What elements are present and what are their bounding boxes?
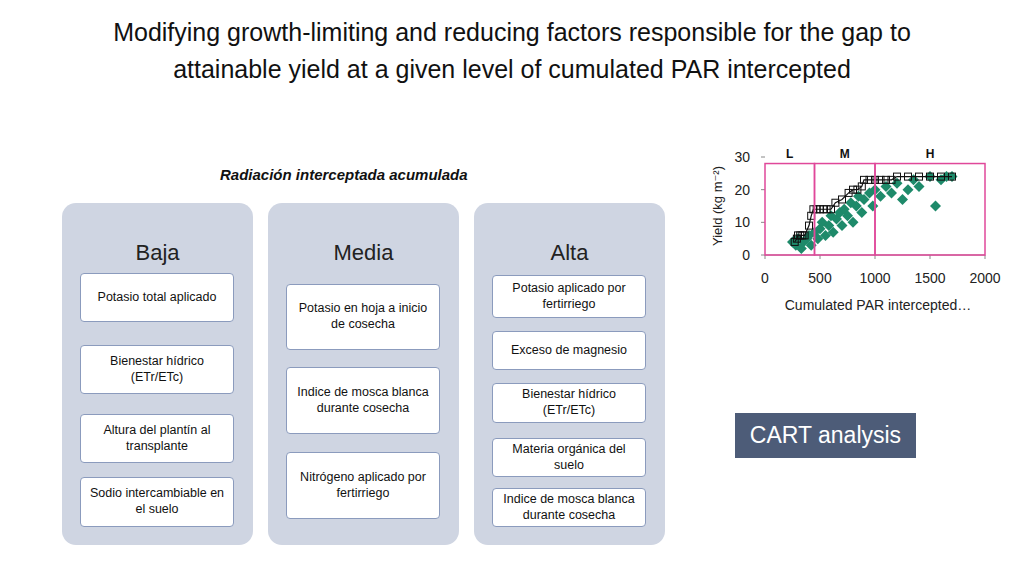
point (799, 232, 806, 239)
factor-box: Altura del plantín al transplante (80, 414, 234, 463)
point (848, 217, 859, 228)
x-tick-label: 2000 (969, 270, 1000, 286)
point (806, 222, 813, 229)
factor-box: Potasio aplicado por fertirriego (492, 275, 646, 318)
point (894, 173, 901, 180)
region (815, 164, 876, 255)
column-header: Alta (474, 240, 665, 266)
factor-box: Nitrógeno aplicado por fertirriego (286, 452, 440, 519)
factor-box: Bienestar hídrico (ETr/ETc) (492, 383, 646, 423)
point (856, 207, 867, 218)
point (897, 194, 908, 205)
point (886, 187, 897, 198)
point (808, 212, 815, 219)
region (875, 164, 985, 255)
subtitle: Radiación interceptada acumulada (220, 166, 468, 183)
factor-box: Bienestar hídrico (ETr/ETc) (80, 345, 234, 394)
point (837, 220, 848, 231)
factor-box: Sodio intercambiable en el suelo (80, 477, 234, 527)
title-line: Modifying growth-limiting and reducing f… (0, 18, 1024, 47)
point (938, 173, 945, 180)
chart: 0 10 20 30 0 500 1000 1500 2000 Cumulated PAR int… (0, 0, 1024, 576)
factor-box: Indice de mosca blanca durante cosecha (286, 367, 440, 434)
point (850, 186, 857, 193)
factor-box: Indice de mosca blanca durante cosecha (492, 488, 646, 527)
x-tick-label: 1500 (914, 270, 945, 286)
point (801, 232, 808, 239)
column-header: Baja (62, 240, 253, 266)
point (839, 196, 846, 203)
x-tick-label: 0 (761, 270, 769, 286)
point (858, 183, 865, 190)
column-header: Media (268, 240, 459, 266)
title-line: attainable yield at a given level of cum… (0, 55, 1024, 84)
point (916, 173, 923, 180)
region-label: H (926, 147, 935, 161)
y-tick-label: 30 (734, 149, 750, 165)
y-tick (761, 157, 765, 158)
point (823, 206, 830, 213)
region-label: M (840, 147, 850, 161)
point (828, 206, 835, 213)
y-axis-label: Yield (kg m⁻²) (710, 166, 725, 246)
badge: CART analysis (735, 413, 916, 458)
factor-box: Potasio en hoja a inicio de cosecha (286, 284, 440, 350)
point (867, 201, 878, 212)
plot-area (787, 171, 958, 254)
factor-box: Potasio total aplicado (80, 273, 234, 322)
point (927, 173, 934, 180)
y-tick-label: 0 (742, 247, 750, 263)
point (905, 173, 912, 180)
point (795, 232, 802, 239)
point (875, 191, 886, 202)
point (828, 227, 839, 238)
point (903, 184, 914, 195)
y-tick-label: 10 (734, 214, 750, 230)
region-label: L (786, 147, 793, 161)
x-tick-label: 500 (808, 270, 832, 286)
factor-box: Materia orgánica del suelo (492, 438, 646, 477)
factor-box: Exceso de magnesio (492, 331, 646, 370)
point (930, 201, 941, 212)
point (914, 181, 925, 192)
y-tick-label: 20 (734, 182, 750, 198)
point (949, 173, 956, 180)
x-axis-label: Cumulated PAR intercepted… (785, 297, 972, 313)
point (832, 199, 839, 206)
series-line (795, 177, 952, 242)
region (765, 164, 815, 255)
x-tick-label: 1000 (859, 270, 890, 286)
point (797, 232, 804, 239)
